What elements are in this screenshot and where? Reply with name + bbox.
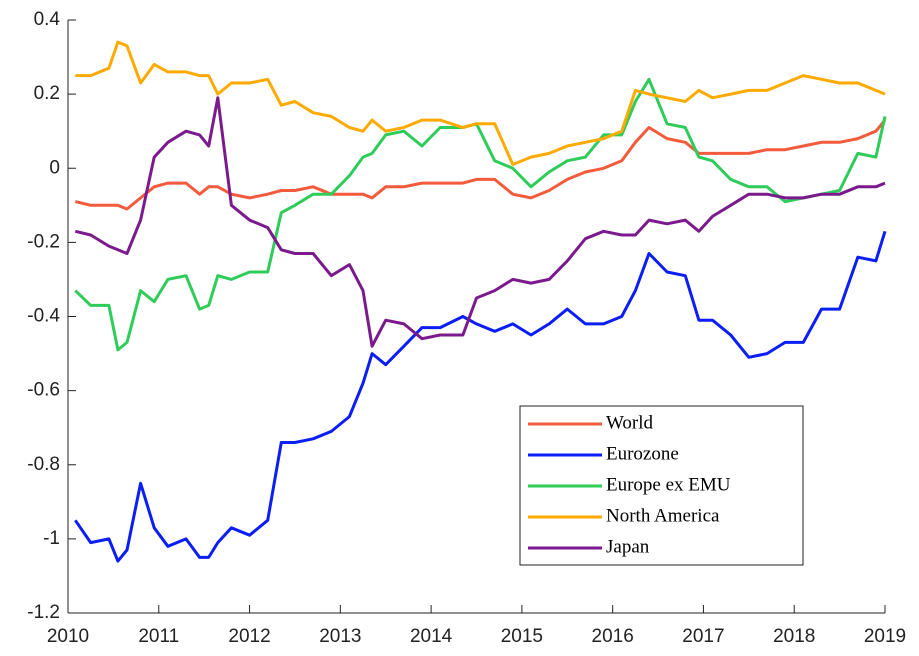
legend-label: Japan — [606, 536, 650, 557]
x-tick-label: 2016 — [592, 626, 634, 647]
x-tick-label: 2012 — [228, 626, 270, 647]
y-tick-label: 0 — [49, 157, 60, 178]
x-tick-label: 2015 — [501, 626, 543, 647]
series-line — [74, 77, 887, 352]
y-tick-label: -0.4 — [27, 306, 60, 327]
y-tick-label: 0.2 — [34, 83, 60, 104]
x-tick-label: 2017 — [682, 626, 724, 647]
x-tick-label: 2019 — [864, 626, 906, 647]
x-tick-label: 2011 — [138, 626, 179, 647]
legend: World Eurozone Europe ex EMU North America J… — [519, 405, 804, 566]
legend-label: Europe ex EMU — [606, 474, 731, 495]
x-tick-label: 2010 — [47, 626, 89, 647]
series-line — [74, 119, 887, 211]
x-tick-label: 2014 — [410, 626, 453, 647]
y-tick-label: -0.6 — [27, 380, 60, 401]
x-tick-label: 2013 — [319, 626, 361, 647]
y-tick-label: -0.2 — [27, 231, 60, 252]
legend-label: Eurozone — [606, 443, 679, 464]
y-tick-label: -1.2 — [27, 602, 60, 623]
series-line — [74, 96, 886, 348]
legend-label: World — [606, 412, 654, 433]
series-line — [75, 40, 886, 166]
x-tick-label: 2018 — [773, 626, 815, 647]
y-tick-label: 0.4 — [34, 9, 61, 30]
y-tick-label: -1 — [43, 528, 60, 549]
legend-label: North America — [606, 505, 720, 526]
series-line — [74, 230, 887, 563]
y-tick-label: -0.8 — [27, 454, 60, 475]
